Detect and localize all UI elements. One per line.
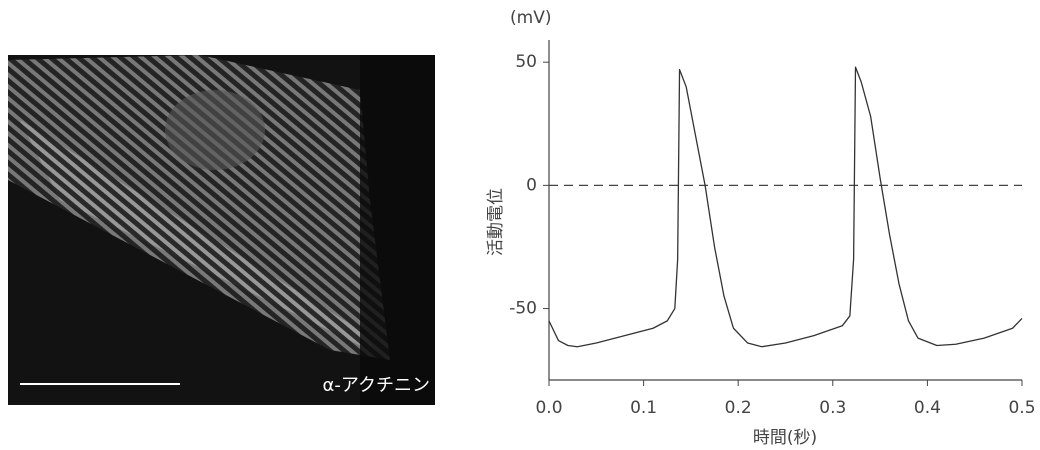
x-tick-label: 0.2 [725, 398, 752, 418]
micrograph [8, 55, 435, 405]
image-label: α-アクチニン [323, 375, 430, 396]
trace [548, 66, 1023, 348]
y-unit: (mV) [510, 8, 551, 28]
x-tick-label: 0.1 [630, 398, 657, 418]
y-tick-label: 50 [515, 52, 537, 72]
x-tick-label: 0.0 [535, 398, 562, 418]
y-tick-label: -50 [509, 299, 537, 319]
y-axis-label: 活動電位 [486, 188, 506, 256]
x-tick-label: 0.5 [1008, 398, 1035, 418]
x-tick-label: 0.4 [914, 398, 941, 418]
x-tick-label: 0.3 [819, 398, 846, 418]
x-axis-label: 時間(秒) [753, 428, 817, 448]
y-tick-label: 0 [526, 175, 537, 195]
